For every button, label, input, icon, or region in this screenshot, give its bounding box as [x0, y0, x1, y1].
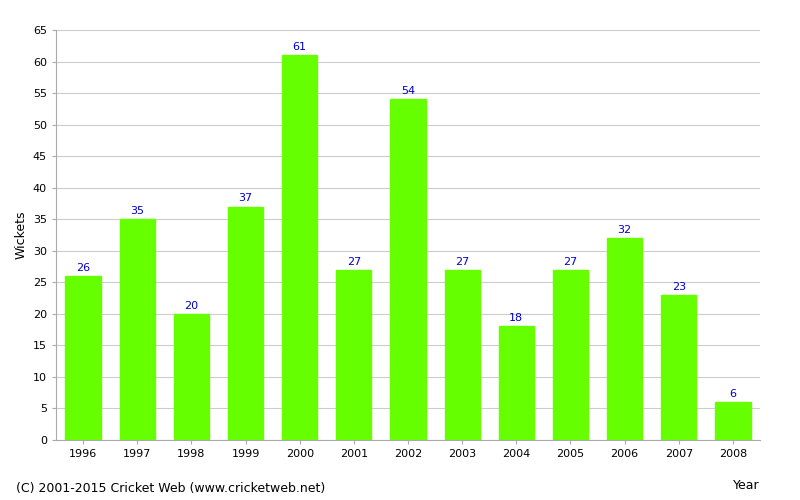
Bar — [120, 219, 155, 440]
Text: 27: 27 — [455, 256, 470, 266]
Y-axis label: Wickets: Wickets — [14, 211, 27, 259]
Bar — [390, 100, 426, 440]
Text: 6: 6 — [730, 389, 737, 399]
Bar — [498, 326, 534, 440]
Text: 61: 61 — [293, 42, 306, 52]
Text: 37: 37 — [238, 194, 253, 203]
Bar — [607, 238, 642, 440]
Text: 27: 27 — [563, 256, 578, 266]
Bar — [66, 276, 101, 440]
Text: 26: 26 — [76, 263, 90, 273]
Bar — [445, 270, 480, 440]
Text: 32: 32 — [618, 225, 632, 235]
Text: 27: 27 — [346, 256, 361, 266]
Bar — [228, 206, 263, 440]
Text: 35: 35 — [130, 206, 144, 216]
Bar — [661, 295, 696, 440]
Text: 18: 18 — [510, 314, 523, 324]
Bar — [282, 55, 318, 440]
Text: Year: Year — [734, 479, 760, 492]
Bar — [715, 402, 750, 440]
Text: 54: 54 — [401, 86, 415, 96]
Bar — [553, 270, 588, 440]
Bar — [174, 314, 209, 440]
Text: 20: 20 — [184, 300, 198, 310]
Text: 23: 23 — [672, 282, 686, 292]
Bar — [336, 270, 371, 440]
Text: (C) 2001-2015 Cricket Web (www.cricketweb.net): (C) 2001-2015 Cricket Web (www.cricketwe… — [16, 482, 326, 495]
